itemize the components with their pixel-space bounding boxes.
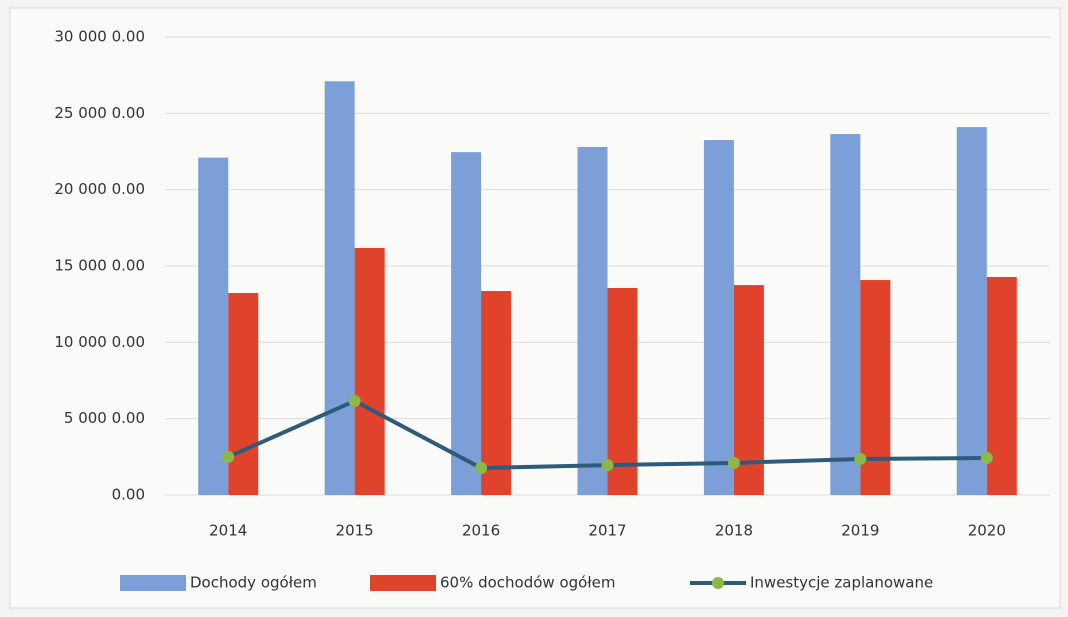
line-marker [222, 450, 235, 463]
x-tick-label: 2018 [715, 522, 753, 540]
y-tick-label: 15 000 0.00 [54, 257, 145, 275]
chart-frame [9, 7, 1061, 609]
line-marker [727, 456, 740, 469]
x-tick-label: 2017 [588, 522, 626, 540]
x-tick-label: 2016 [462, 522, 500, 540]
y-tick-label: 0.00 [112, 486, 145, 504]
x-tick-label: 2020 [968, 522, 1006, 540]
x-tick-label: 2014 [209, 522, 247, 540]
line-marker [348, 394, 361, 407]
bar [607, 287, 638, 495]
bar [198, 157, 229, 495]
bar [481, 291, 512, 495]
x-tick-label: 2015 [336, 522, 374, 540]
bar [577, 146, 608, 496]
bar [956, 127, 987, 495]
bar [228, 293, 259, 495]
bar [986, 276, 1017, 495]
y-tick-label: 20 000 0.00 [54, 180, 145, 198]
legend-swatch [712, 577, 724, 589]
bar [830, 134, 861, 495]
legend-label: Dochody ogółem [190, 574, 317, 592]
y-tick-label: 30 000 0.00 [54, 28, 145, 46]
legend-label: Inwestycje zaplanowane [750, 574, 933, 592]
bar [703, 140, 734, 496]
bar [354, 247, 385, 495]
y-tick-label: 5 000 0.00 [64, 409, 145, 427]
line-marker [854, 452, 867, 465]
bar [324, 81, 355, 496]
bar [451, 152, 482, 496]
line-marker [475, 461, 488, 474]
y-tick-label: 10 000 0.00 [54, 333, 145, 351]
legend-swatch [120, 575, 186, 591]
line-marker [980, 452, 993, 465]
legend-swatch [370, 575, 436, 591]
x-tick-label: 2019 [841, 522, 879, 540]
y-tick-label: 25 000 0.00 [54, 104, 145, 122]
legend-label: 60% dochodów ogółem [440, 574, 615, 592]
line-marker [601, 459, 614, 472]
